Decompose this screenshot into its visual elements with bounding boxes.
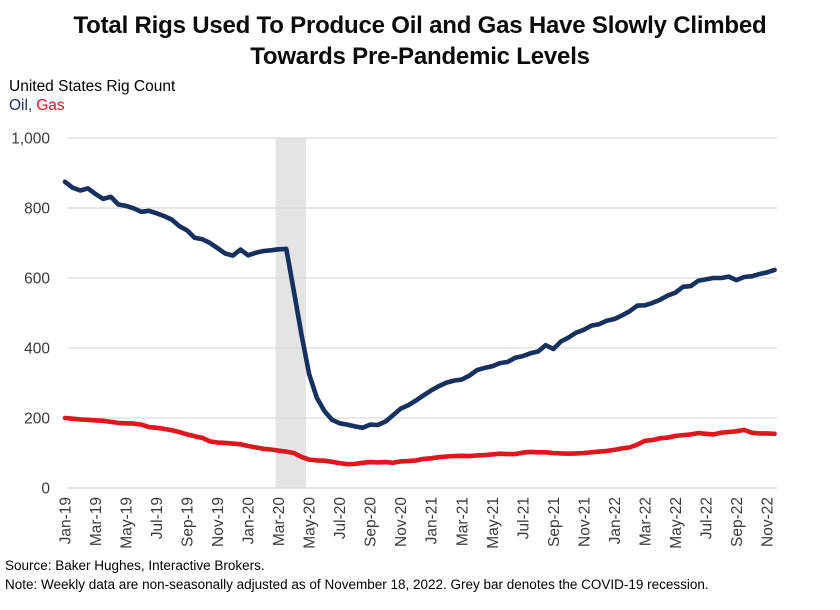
y-tick-label: 200: [24, 411, 50, 428]
x-tick-label: Mar-22: [637, 497, 654, 546]
axis-title-block: United States Rig Count Oil, Gas: [9, 77, 175, 115]
gas-series-line: [62, 415, 777, 467]
x-tick-label: Jul-19: [149, 497, 166, 539]
x-tick-label: Mar-20: [271, 497, 288, 546]
x-tick-label: May-21: [485, 497, 502, 549]
x-tick-label: Nov-19: [210, 497, 227, 547]
oil-series-line: [62, 179, 777, 431]
source-note: Source: Baker Hughes, Interactive Broker…: [5, 558, 265, 573]
covid-recession-band: [275, 138, 307, 488]
legend-gas-label: Gas: [36, 97, 65, 114]
x-tick-label: Nov-20: [393, 497, 410, 547]
y-tick-label: 600: [24, 271, 50, 288]
y-axis-title: United States Rig Count: [9, 78, 176, 95]
x-tick-label: Sep-20: [363, 497, 380, 547]
x-tick-label: May-22: [668, 497, 685, 549]
x-tick-label: May-19: [119, 497, 136, 549]
x-tick-label: Jul-20: [332, 497, 349, 540]
y-tick-label: 1,000: [11, 131, 50, 148]
x-tick-label: Sep-21: [546, 497, 563, 547]
series-legend: Oil, Gas: [9, 96, 175, 115]
x-tick-label: May-20: [302, 497, 319, 549]
x-tick-label: Mar-19: [88, 497, 105, 546]
y-tick-label: 0: [41, 481, 50, 498]
x-tick-label: Nov-21: [576, 497, 593, 547]
x-tick-label: Jul-22: [698, 497, 715, 539]
x-tick-label: Mar-21: [454, 497, 471, 546]
x-tick-label: Jan-20: [241, 497, 258, 545]
x-tick-label: Jan-19: [58, 497, 75, 544]
chart-title-line1: Total Rigs Used To Produce Oil and Gas H…: [73, 12, 767, 39]
y-tick-label: 800: [24, 201, 50, 218]
x-tick-label: Jul-21: [515, 497, 532, 539]
footnotes: Source: Baker Hughes, Interactive Broker…: [5, 557, 709, 594]
x-tick-label: Nov-22: [759, 497, 776, 547]
x-tick-label: Sep-22: [729, 497, 746, 547]
legend-oil-label: Oil,: [9, 97, 33, 114]
x-tick-label: Jan-22: [607, 497, 624, 544]
methodology-note: Note: Weekly data are non-seasonally adj…: [5, 576, 709, 592]
y-tick-label: 400: [24, 341, 50, 358]
x-tick-label: Sep-19: [180, 497, 197, 547]
chart-title-line2: Towards Pre-Pandemic Levels: [250, 43, 590, 70]
chart-title: Total Rigs Used To Produce Oil and Gas H…: [0, 10, 840, 72]
x-tick-label: Jan-21: [424, 497, 441, 544]
